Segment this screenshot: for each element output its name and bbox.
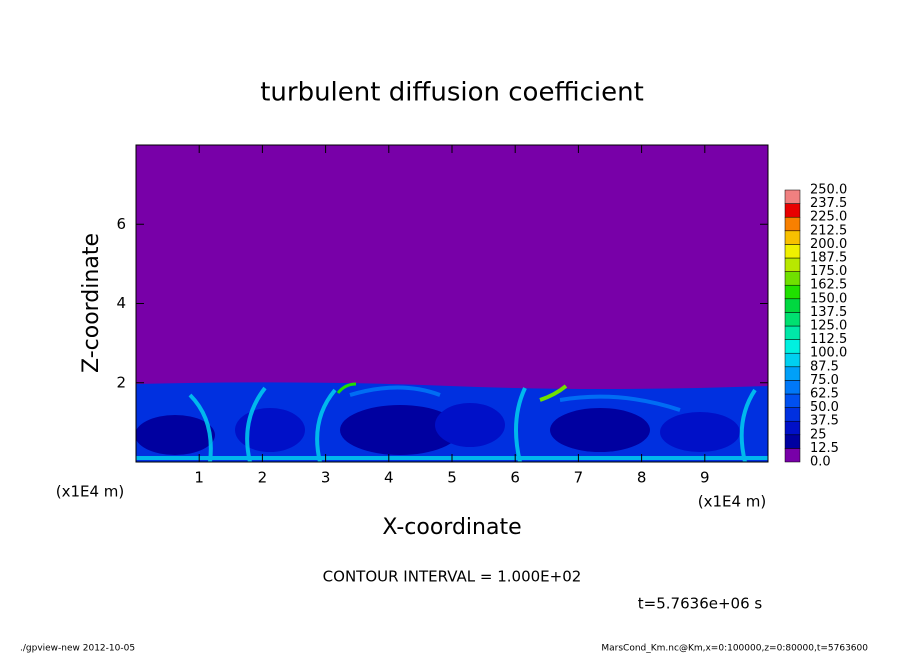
colorbar-label: 175.0	[810, 264, 847, 279]
footer-right: MarsCond_Km.nc@Km,x=0:100000,z=0:80000,t…	[601, 644, 868, 654]
colorbar-label: 250.0	[810, 183, 847, 198]
colorbar-label: 87.5	[810, 359, 839, 374]
colorbar-box	[784, 312, 801, 327]
colorbar-label: 50.0	[810, 400, 839, 415]
x-axis-label: X-coordinate	[382, 515, 521, 540]
colorbar-box	[784, 366, 801, 381]
colorbar-box	[784, 284, 801, 300]
x-unit-label: (x1E4 m)	[698, 493, 767, 511]
colorbar-label: 212.5	[810, 223, 847, 238]
y-tick-label: 2	[116, 373, 126, 391]
colorbar-box	[784, 230, 801, 245]
chart-title: turbulent diffusion coefficient	[260, 78, 644, 108]
y-axis-label: Z-coordinate	[79, 233, 104, 373]
x-tick-label: 9	[700, 469, 710, 487]
footer-left: ./gpview-new 2012-10-05	[20, 644, 135, 654]
colorbar-label: 0.0	[810, 455, 831, 470]
colorbar-box	[784, 393, 801, 408]
time-label: t=5.7636e+06 s	[638, 595, 763, 613]
x-tick-label: 4	[384, 469, 394, 487]
x-unit-label: (x1E4 m)	[56, 483, 125, 501]
colorbar-box	[784, 420, 801, 436]
colorbar-box	[784, 407, 801, 422]
x-tick-label: 5	[447, 469, 457, 487]
colorbar-box	[784, 271, 801, 286]
colorbar-label: 75.0	[810, 373, 839, 388]
colorbar-label: 187.5	[810, 251, 847, 266]
colorbar-label: 25	[810, 427, 827, 442]
x-tick-label: 2	[258, 469, 268, 487]
colorbar-box	[784, 434, 801, 449]
colorbar-label: 137.5	[810, 305, 847, 320]
colorbar-box	[784, 448, 801, 463]
colorbar-box	[784, 352, 801, 368]
colorbar-label: 125.0	[810, 319, 847, 334]
colorbar-label: 225.0	[810, 210, 847, 225]
colorbar-box	[784, 216, 801, 232]
colorbar-box	[784, 189, 801, 204]
colorbar-box	[784, 298, 801, 313]
colorbar-label: 162.5	[810, 278, 847, 293]
colorbar-box	[784, 380, 801, 395]
colorbar-label: 12.5	[810, 441, 839, 456]
x-tick-label: 3	[321, 469, 331, 487]
colorbar-box	[784, 244, 801, 259]
x-tick-label: 1	[194, 469, 204, 487]
colorbar-label: 237.5	[810, 196, 847, 211]
colorbar-box	[784, 339, 801, 354]
x-tick-label: 7	[574, 469, 584, 487]
colorbar-label: 150.0	[810, 291, 847, 306]
x-tick-label: 6	[510, 469, 520, 487]
colorbar-box	[784, 203, 801, 218]
contour-field	[136, 145, 768, 462]
colorbar-box	[784, 257, 801, 272]
contour-interval: CONTOUR INTERVAL = 1.000E+02	[323, 568, 582, 586]
colorbar-label: 200.0	[810, 237, 847, 252]
colorbar-label: 62.5	[810, 387, 839, 402]
y-tick-label: 4	[116, 294, 126, 312]
x-tick-label: 8	[637, 469, 647, 487]
y-tick-label: 6	[116, 215, 126, 233]
colorbar-label: 37.5	[810, 414, 839, 429]
colorbar-label: 112.5	[810, 332, 847, 347]
colorbar-label: 100.0	[810, 346, 847, 361]
colorbar-box	[784, 325, 801, 340]
